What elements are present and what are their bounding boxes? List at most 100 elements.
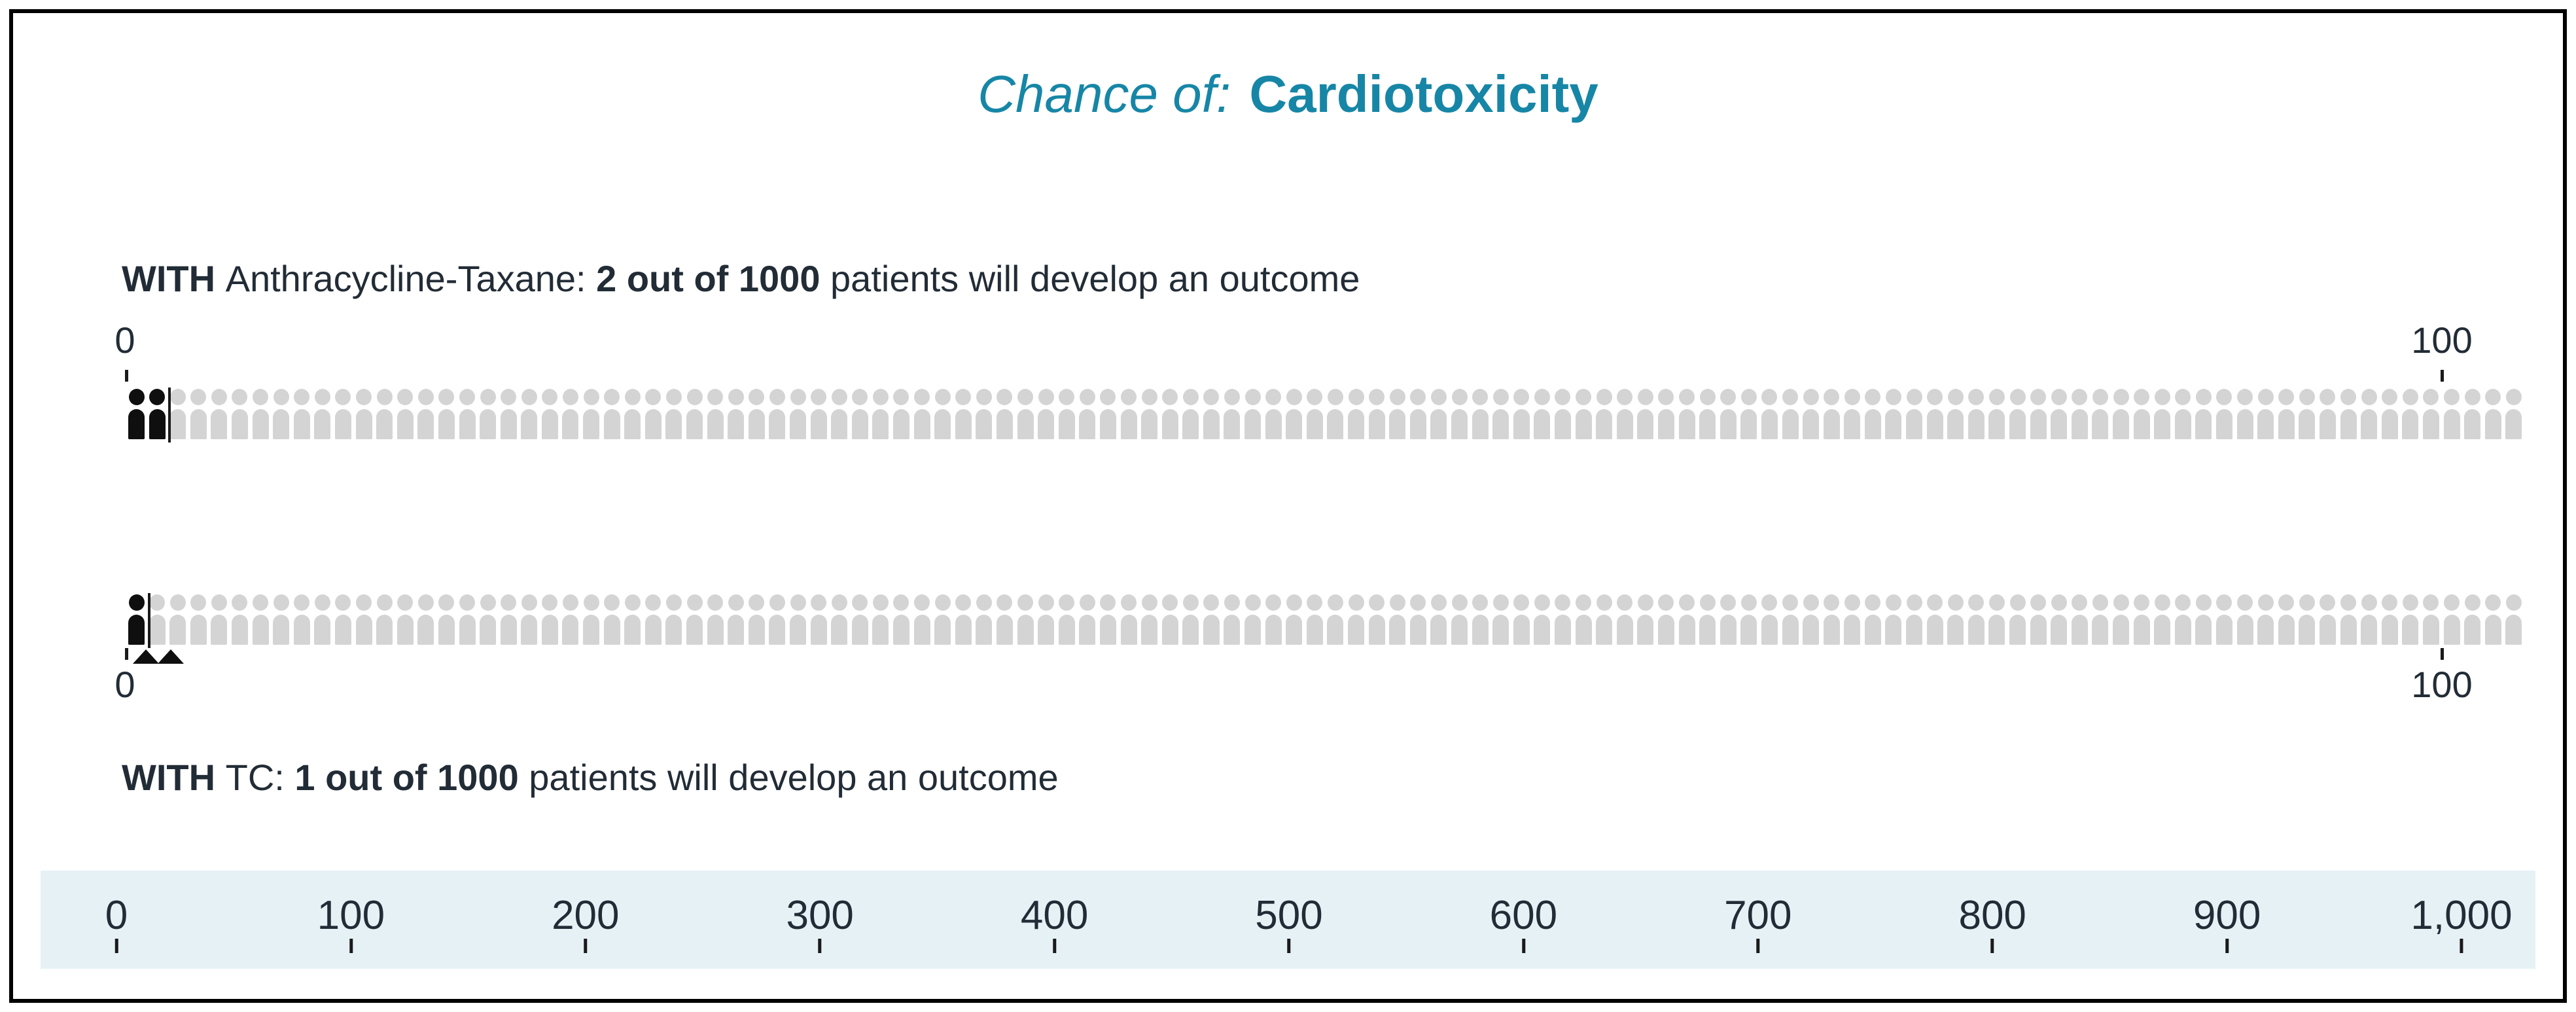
person-body-icon: [231, 409, 248, 439]
person-icon: [831, 594, 848, 645]
person-head-icon: [2402, 389, 2418, 405]
person-body-icon: [955, 409, 972, 439]
person-icon: [1286, 594, 1303, 645]
denominator-axis-tick-label: 400: [1020, 893, 1089, 938]
person-head-icon: [1865, 389, 1881, 405]
person-body-icon: [1678, 615, 1695, 645]
person-icon: [314, 389, 331, 439]
person-body-icon: [2030, 615, 2047, 645]
person-head-icon: [1885, 389, 1901, 405]
person-body-icon: [2113, 409, 2129, 439]
person-body-icon: [2174, 615, 2191, 645]
person-icon: [831, 389, 848, 439]
person-head-icon: [2072, 389, 2088, 405]
person-body-icon: [1803, 615, 1820, 645]
person-icon: [2257, 389, 2274, 439]
person-body-icon: [1906, 615, 1923, 645]
person-body-icon: [2278, 409, 2295, 439]
person-body-icon: [1844, 409, 1861, 439]
person-icon: [2464, 389, 2481, 439]
person-body-icon: [2422, 409, 2439, 439]
person-head-icon: [376, 594, 393, 611]
person-icon: [2030, 389, 2047, 439]
person-body-icon: [480, 409, 497, 439]
person-icon: [1699, 389, 1716, 439]
person-head-icon: [1100, 389, 1116, 405]
person-body-icon: [624, 409, 641, 439]
person-icon: [1058, 594, 1075, 645]
person-icon: [438, 389, 455, 439]
person-body-icon: [2071, 409, 2088, 439]
person-body-icon: [1575, 615, 1592, 645]
person-icon: [2051, 389, 2068, 439]
person-head-icon: [1451, 594, 1468, 611]
person-body-icon: [1885, 615, 1902, 645]
person-body-icon: [769, 615, 786, 645]
denominator-axis-tick-item: 1,000: [2410, 895, 2513, 953]
person-head-icon: [665, 594, 682, 611]
person-head-icon: [2402, 594, 2418, 611]
person-body-icon: [2195, 409, 2212, 439]
person-icon: [1038, 594, 1055, 645]
person-head-icon: [1182, 594, 1199, 611]
person-head-icon: [2464, 594, 2480, 611]
person-icon: [500, 594, 517, 645]
person-body-icon: [1947, 409, 1964, 439]
person-icon-affected: [128, 389, 145, 439]
person-icon: [1368, 389, 1385, 439]
person-head-icon: [1513, 594, 1530, 611]
person-body-icon: [1327, 615, 1344, 645]
person-icon: [1038, 389, 1055, 439]
person-icon: [2092, 594, 2109, 645]
person-head-icon: [1472, 389, 1489, 405]
person-body-icon: [1513, 615, 1530, 645]
person-icon: [2381, 594, 2398, 645]
person-head-icon: [1824, 389, 1840, 405]
person-icon: [1967, 594, 1985, 645]
person-head-icon: [1079, 594, 1095, 611]
row1-axis-label-start: 0: [115, 319, 135, 361]
person-body-icon: [2505, 615, 2522, 645]
icon-array-row-tc: [128, 594, 2523, 645]
person-icon: [1472, 594, 1489, 645]
person-head-icon: [2216, 594, 2232, 611]
person-body-icon: [1720, 615, 1737, 645]
denominator-axis-tick-item: 100: [317, 895, 385, 953]
person-icon: [790, 389, 806, 439]
person-icon: [2009, 594, 2026, 645]
person-head-icon: [1534, 594, 1550, 611]
person-icon: [211, 389, 228, 439]
person-icon: [1203, 389, 1220, 439]
person-icon: [2319, 389, 2336, 439]
denominator-axis-tick-label: 0: [105, 893, 128, 938]
denominator-axis-tick-item: 300: [786, 895, 854, 953]
person-icon: [1099, 389, 1116, 439]
person-icon: [1988, 389, 2005, 439]
person-head-icon: [273, 389, 289, 405]
person-head-icon: [2009, 594, 2026, 611]
person-body-icon: [1988, 409, 2005, 439]
denominator-axis-tick-item: 400: [1021, 895, 1088, 953]
person-head-icon: [2216, 389, 2232, 405]
person-body-icon: [2319, 409, 2336, 439]
person-body-icon: [1224, 615, 1241, 645]
person-icon: [397, 594, 414, 645]
person-body-icon: [583, 409, 600, 439]
person-head-icon: [1988, 389, 2005, 405]
person-head-icon: [1410, 389, 1426, 405]
denominator-axis-tick-mark: [2225, 939, 2229, 953]
person-body-icon: [1699, 409, 1716, 439]
person-head-icon: [624, 594, 641, 611]
person-head-icon: [1079, 389, 1095, 405]
person-head-icon: [1679, 594, 1695, 611]
person-icon: [1058, 389, 1075, 439]
person-icon: [955, 594, 972, 645]
person-head-icon: [417, 389, 434, 405]
person-body-icon: [2133, 409, 2150, 439]
person-icon: [892, 389, 909, 439]
person-body-icon: [2257, 409, 2274, 439]
person-head-icon: [2175, 594, 2191, 611]
person-head-icon: [2134, 594, 2150, 611]
denominator-axis-tick-item: 800: [1958, 895, 2026, 953]
person-body-icon: [728, 615, 745, 645]
